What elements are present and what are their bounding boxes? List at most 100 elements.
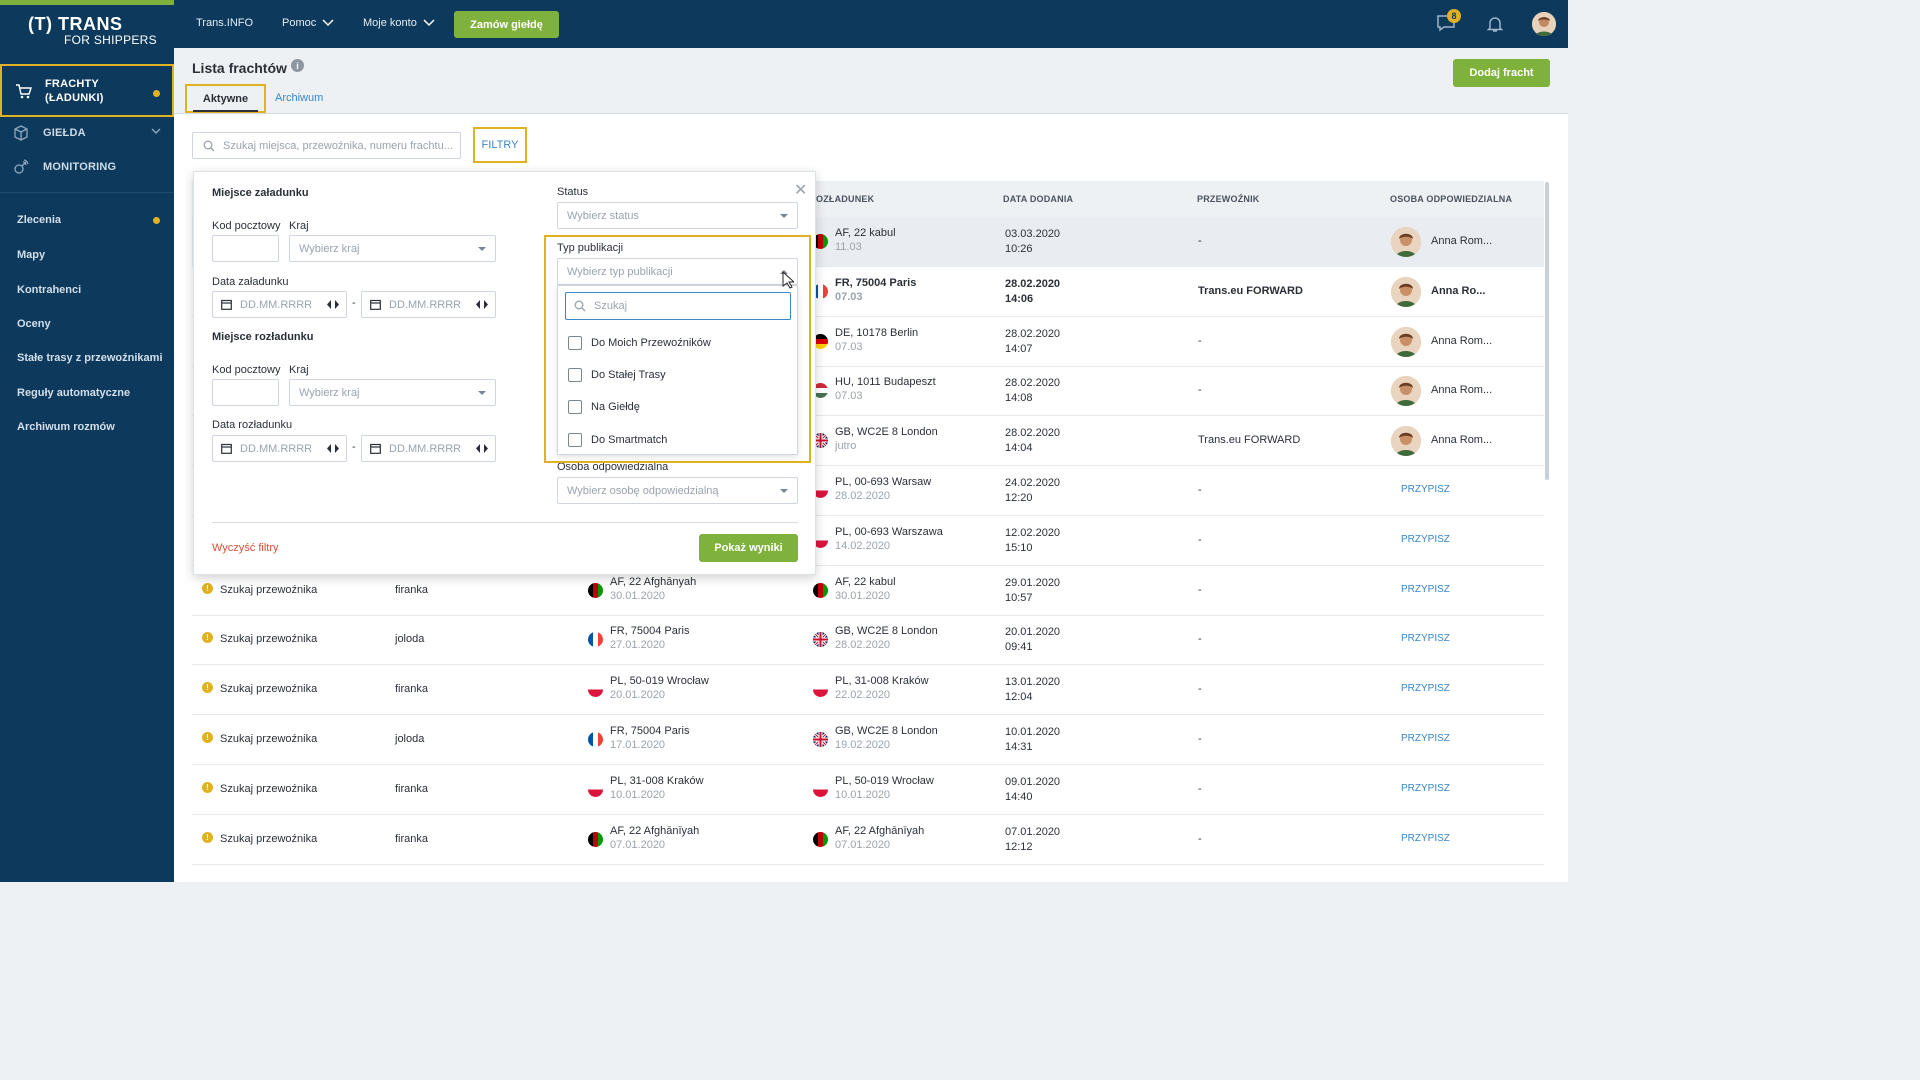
table-row[interactable]: ! Szukaj przewoźnika firanka PL, 50-019 Wro… xyxy=(192,665,1544,716)
loading-date-to[interactable]: DD.MM.RRRR xyxy=(361,291,496,318)
nav-item-frachty[interactable]: FRACHTY (ŁADUNKI) xyxy=(0,64,174,117)
column-header-added-date[interactable]: DATA DODANIA xyxy=(1003,194,1074,204)
row-unloading: PL, 50-019 Wrocław 10.01.2020 xyxy=(835,775,934,801)
sidebar-item-oceny[interactable]: Oceny xyxy=(17,318,51,330)
stepper-arrows-icon[interactable] xyxy=(475,444,489,456)
column-header-responsible[interactable]: OSOBA ODPOWIEDZIALNA xyxy=(1390,194,1513,204)
checkbox[interactable] xyxy=(568,368,582,382)
table-row[interactable]: FR, 75004 Paris 07.03 28.02.2020 14:06 Trans… xyxy=(192,267,1544,317)
info-icon[interactable]: i xyxy=(291,59,304,72)
status-select[interactable]: Wybierz status xyxy=(557,202,798,229)
link-trans-info[interactable]: Trans.INFO xyxy=(196,17,253,29)
publication-type-select[interactable]: Wybierz typ publikacji xyxy=(557,258,798,285)
assign-link[interactable]: PRZYPISZ xyxy=(1401,583,1450,595)
calendar-icon xyxy=(370,443,381,454)
show-results-button[interactable]: Pokaż wyniki xyxy=(699,534,798,562)
column-header-unloading[interactable]: OZŁADUNEK xyxy=(816,194,875,204)
checkbox[interactable] xyxy=(568,336,582,350)
assign-link[interactable]: PRZYPISZ xyxy=(1401,733,1450,744)
unloading-place: PL, 31-008 Kraków xyxy=(835,675,929,688)
nav-item-monitoring[interactable]: MONITORING xyxy=(0,156,174,178)
stepper-arrows-icon[interactable] xyxy=(475,300,489,312)
option-label: Na Giełdę xyxy=(591,401,640,413)
unloading-postal-label: Kod pocztowy xyxy=(212,364,281,376)
unloading-postal-input[interactable] xyxy=(212,379,279,406)
table-row[interactable]: PL, 00-693 Warszawa 14.02.2020 12.02.2020 1… xyxy=(192,516,1544,566)
column-header-carrier[interactable]: PRZEWOŹNIK xyxy=(1197,194,1260,204)
row-vehicle-type: joloda xyxy=(395,633,425,646)
added-date: 12.02.2020 xyxy=(1005,526,1061,539)
loading-country-select[interactable]: Wybierz kraj xyxy=(289,235,496,262)
avatar xyxy=(1391,227,1421,257)
assign-link[interactable]: PRZYPISZ xyxy=(1401,484,1450,495)
sidebar-item-archiwum-rozmow[interactable]: Archiwum rozmów xyxy=(17,421,115,433)
row-carrier: - xyxy=(1198,533,1202,546)
row-responsible-person: Anna Ro... xyxy=(1431,284,1486,297)
added-date: 29.01.2020 xyxy=(1005,576,1061,589)
checkbox[interactable] xyxy=(568,433,582,447)
stepper-arrows-icon[interactable] xyxy=(326,444,340,456)
menu-moje-konto[interactable]: Moje konto xyxy=(363,17,435,29)
unloading-place: DE, 10178 Berlin xyxy=(835,326,919,339)
sidebar-item-stale-trasy[interactable]: Stałe trasy z przewoźnikami xyxy=(17,352,163,364)
option-do-smartmatch[interactable]: Do Smartmatch xyxy=(568,433,667,447)
add-freight-button[interactable]: Dodaj fracht xyxy=(1453,59,1550,87)
option-na-gielde[interactable]: Na Giełdę xyxy=(568,400,640,414)
sidebar-item-reguly[interactable]: Reguły automatyczne xyxy=(17,387,131,399)
scrollbar[interactable] xyxy=(1545,182,1549,480)
sidebar-item-zlecenia[interactable]: Zlecenia xyxy=(17,214,160,226)
nav-item-gielda[interactable]: GIEŁDA xyxy=(0,122,174,144)
caret-up-icon xyxy=(780,270,788,274)
loading-date-from[interactable]: DD.MM.RRRR xyxy=(212,291,347,318)
option-do-stalej-trasy[interactable]: Do Stałej Trasy xyxy=(568,368,666,382)
table-row[interactable]: PL, 00-693 Warsaw 28.02.2020 24.02.2020 12:… xyxy=(192,466,1544,516)
unloading-date-from[interactable]: DD.MM.RRRR xyxy=(212,435,347,462)
table-row[interactable]: ! Szukaj przewoźnika firanka AF, 22 Afghāny… xyxy=(192,566,1544,616)
checkbox[interactable] xyxy=(568,400,582,414)
added-date: 24.02.2020 xyxy=(1005,477,1061,489)
row-loading: AF, 22 Afghānyah 30.01.2020 xyxy=(610,576,696,602)
table-row[interactable]: ! Szukaj przewoźnika firanka AF, 22 Afghānī… xyxy=(192,815,1544,865)
table-row[interactable]: DE, 10178 Berlin 07.03 28.02.2020 14:07 - Ann… xyxy=(192,317,1544,367)
loading-postal-label: Kod pocztowy xyxy=(212,220,281,232)
close-icon[interactable]: ✕ xyxy=(794,182,808,199)
country-flag-icon xyxy=(813,781,828,797)
loading-postal-input[interactable] xyxy=(212,235,279,262)
unloading-date-to[interactable]: DD.MM.RRRR xyxy=(361,435,496,462)
tab-aktywne[interactable]: Aktywne xyxy=(185,84,266,113)
row-added: 28.02.2020 14:08 xyxy=(1005,376,1060,406)
option-label: Do Moich Przewoźników xyxy=(591,337,711,349)
table-row[interactable]: GB, WC2E 8 London jutro 28.02.2020 14:04 Tra… xyxy=(192,416,1544,467)
bell-icon[interactable] xyxy=(1486,15,1504,36)
option-do-moich-przewoznikow[interactable]: Do Moich Przewoźników xyxy=(568,336,711,350)
user-avatar[interactable] xyxy=(1532,12,1556,36)
table-row[interactable]: ! Szukaj przewoźnika firanka PL, 31-008 Kra… xyxy=(192,765,1544,815)
filters-button[interactable]: FILTRY xyxy=(473,127,527,163)
menu-pomoc[interactable]: Pomoc xyxy=(282,17,334,29)
brand-logo[interactable]: (T) TRANS FOR SHIPPERS xyxy=(28,14,157,47)
stepper-arrows-icon[interactable] xyxy=(326,300,340,312)
sidebar-item-mapy[interactable]: Mapy xyxy=(17,249,46,261)
order-exchange-button[interactable]: Zamów giełdę xyxy=(454,11,559,38)
assign-link[interactable]: PRZYPISZ xyxy=(1401,633,1450,645)
table-row[interactable]: ! Szukaj przewoźnika joloda FR, 75004 Paris… xyxy=(192,715,1544,765)
tab-archiwum[interactable]: Archiwum xyxy=(275,92,324,104)
assign-link[interactable]: PRZYPISZ xyxy=(1401,683,1450,695)
responsible-person-select[interactable]: Wybierz osobę odpowiedzialną xyxy=(557,477,798,504)
avatar xyxy=(1391,326,1421,357)
assign-link[interactable]: PRZYPISZ xyxy=(1401,832,1450,844)
notification-dot xyxy=(153,217,160,224)
assign-link[interactable]: PRZYPISZ xyxy=(1401,533,1450,545)
dropdown-search-input[interactable]: Szukaj xyxy=(565,292,791,320)
assign-link[interactable]: PRZYPISZ xyxy=(1401,782,1450,794)
clear-filters-link[interactable]: Wyczyść filtry xyxy=(212,542,279,554)
table-row[interactable]: HU, 1011 Budapeszt 07.03 28.02.2020 14:08 - A… xyxy=(192,366,1544,417)
chevron-down-icon[interactable] xyxy=(150,126,162,139)
table-row[interactable]: ! Szukaj przewoźnika joloda FR, 75004 Paris… xyxy=(192,615,1544,666)
search-input[interactable]: Szukaj miejsca, przewoźnika, numeru frac… xyxy=(192,132,461,159)
row-carrier: Trans.eu FORWARD xyxy=(1198,434,1301,447)
unloading-country-select[interactable]: Wybierz kraj xyxy=(289,379,496,406)
calendar-icon xyxy=(221,299,232,310)
sidebar-item-kontrahenci[interactable]: Kontrahenci xyxy=(17,284,82,296)
search-placeholder: Szukaj miejsca, przewoźnika, numeru frac… xyxy=(223,139,453,152)
